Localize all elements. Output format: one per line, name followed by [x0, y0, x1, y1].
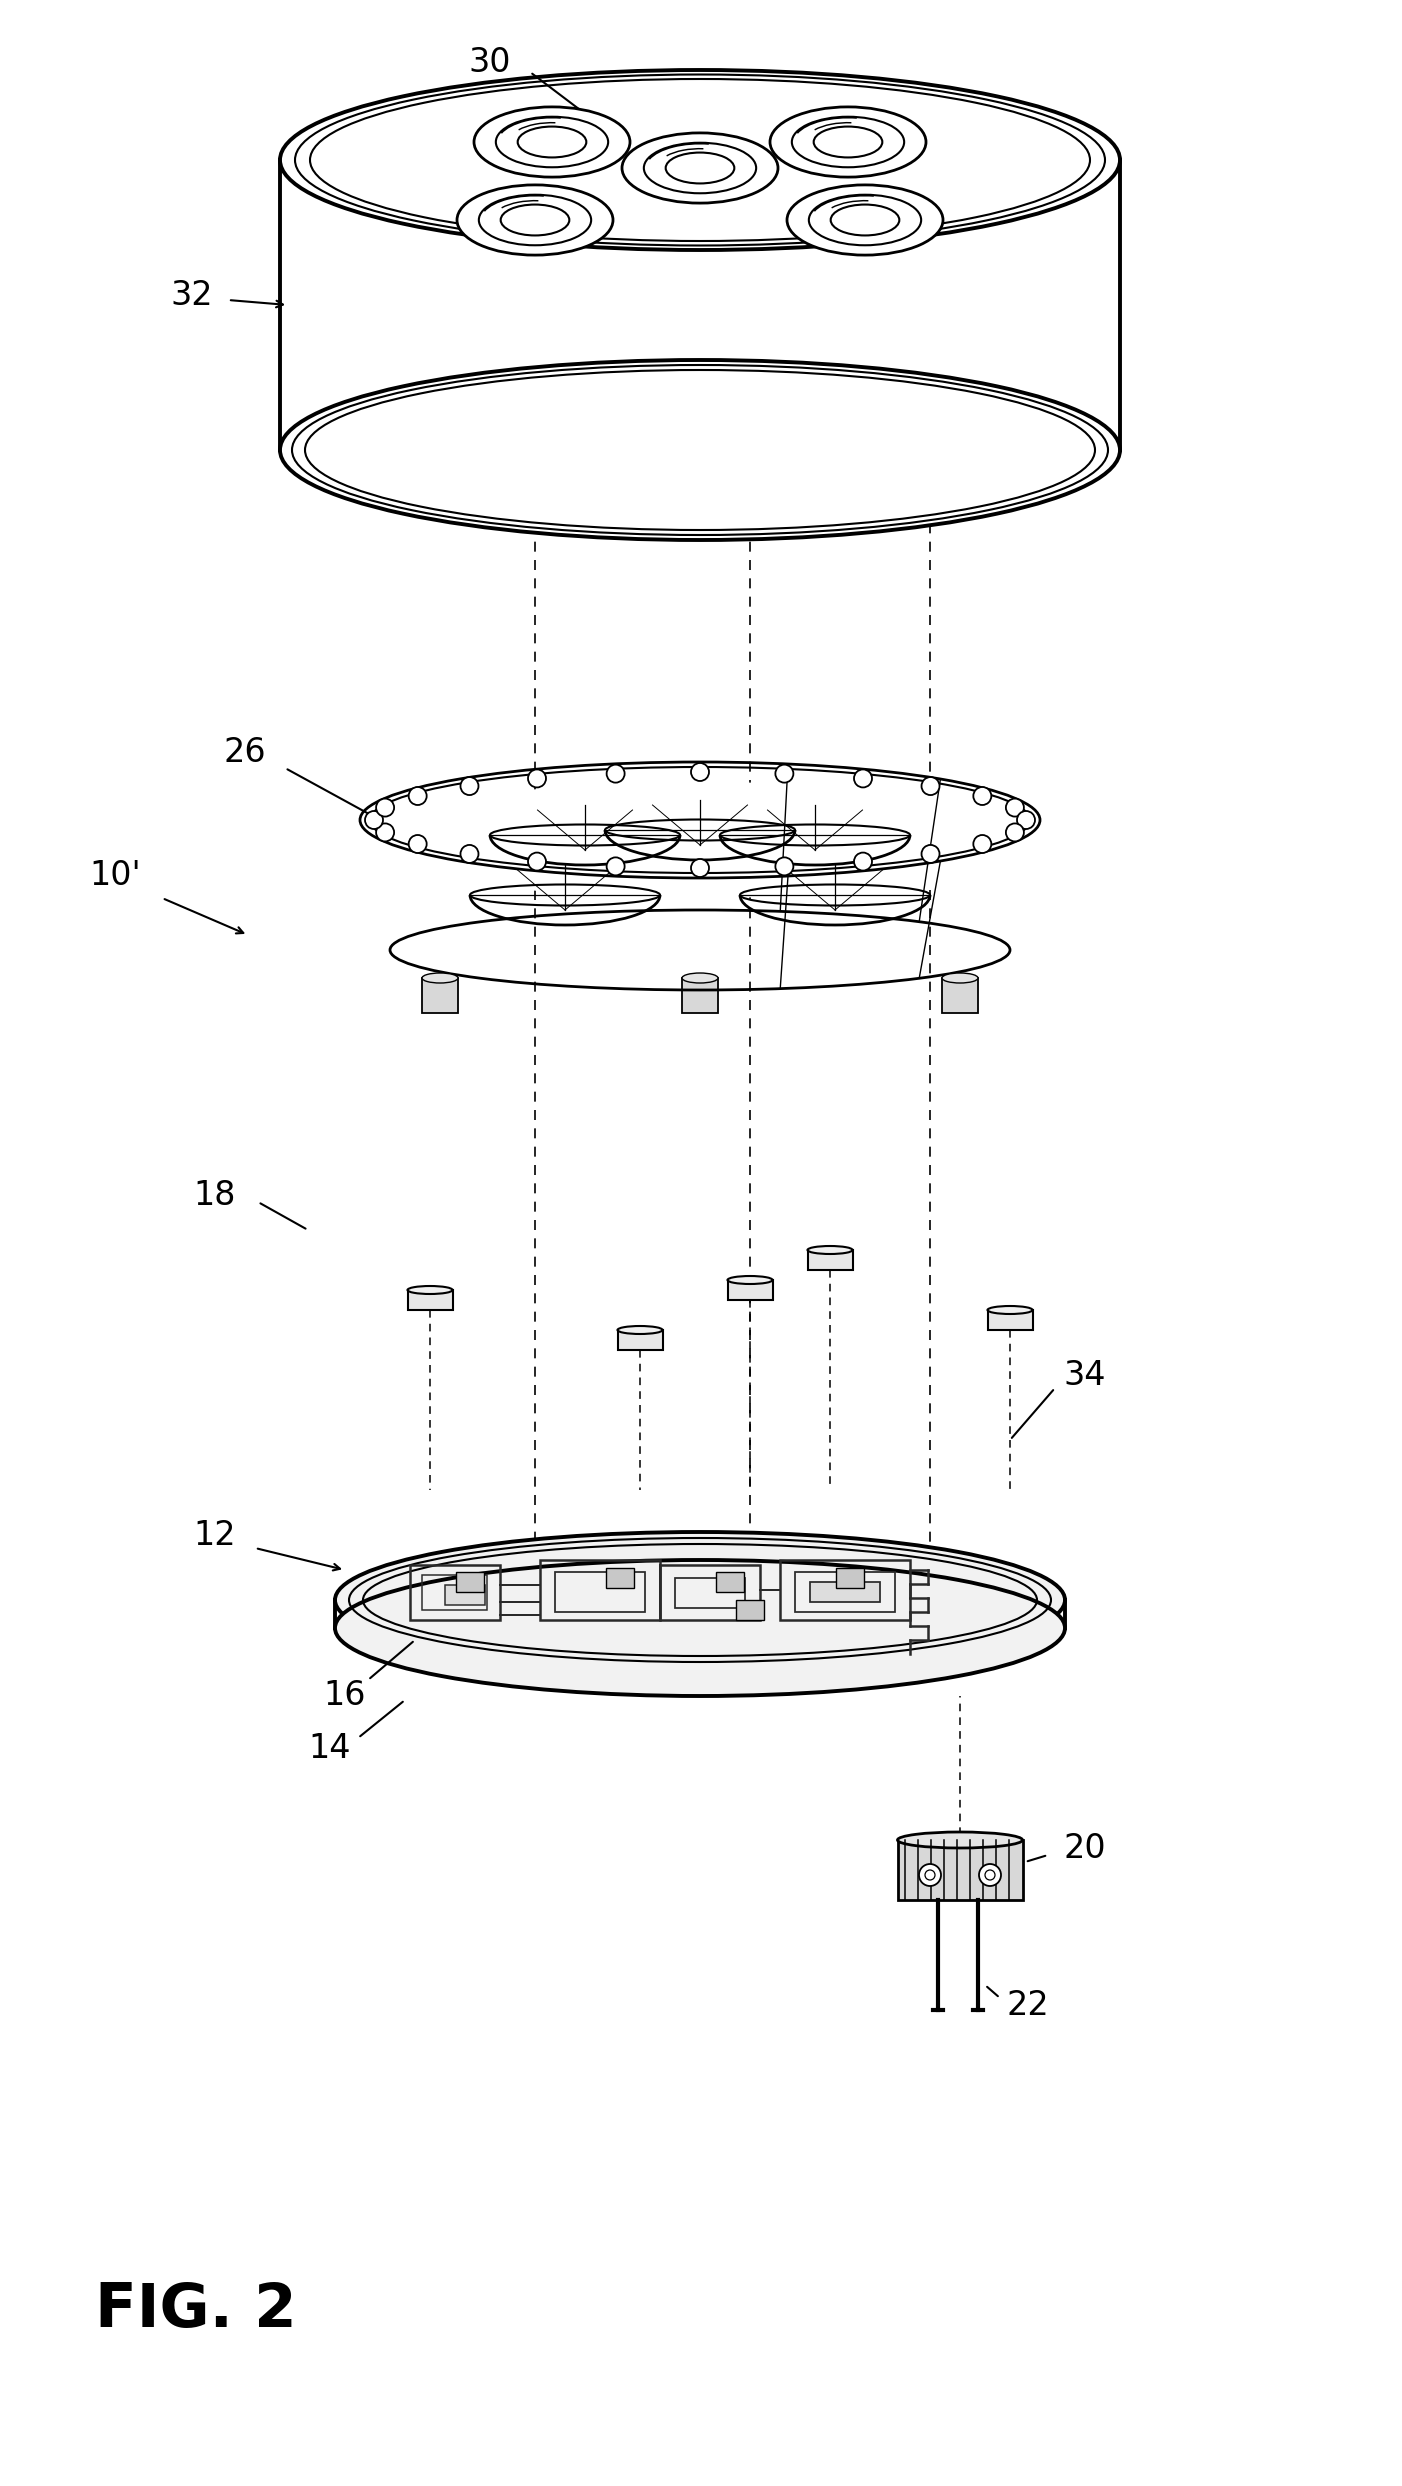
Bar	[681, 977, 718, 1012]
Bar	[736, 1601, 764, 1621]
Circle shape	[1005, 823, 1023, 840]
Text: 32: 32	[171, 278, 213, 311]
Circle shape	[460, 778, 478, 796]
Text: 16: 16	[324, 1678, 366, 1710]
Bar	[808, 1250, 852, 1270]
Bar	[728, 1280, 773, 1300]
Ellipse shape	[681, 972, 718, 982]
Circle shape	[921, 845, 939, 863]
Bar	[422, 977, 458, 1012]
Ellipse shape	[360, 783, 1040, 897]
Bar	[408, 1290, 453, 1310]
Ellipse shape	[422, 972, 458, 982]
Circle shape	[408, 835, 426, 853]
Ellipse shape	[622, 132, 778, 204]
Text: 18: 18	[193, 1178, 236, 1211]
Bar	[618, 1330, 663, 1350]
Bar	[540, 1561, 660, 1621]
Circle shape	[691, 763, 709, 781]
Circle shape	[1016, 810, 1035, 828]
Circle shape	[973, 835, 991, 853]
Circle shape	[460, 845, 478, 863]
Circle shape	[775, 766, 794, 783]
Bar	[988, 1310, 1033, 1330]
Circle shape	[607, 766, 625, 783]
Ellipse shape	[408, 1285, 453, 1295]
Circle shape	[979, 1864, 1001, 1887]
Circle shape	[1005, 798, 1023, 815]
Bar	[409, 1566, 501, 1621]
Text: 14: 14	[308, 1733, 352, 1765]
Bar	[899, 1840, 1023, 1899]
Circle shape	[529, 853, 545, 870]
Circle shape	[854, 771, 872, 788]
Ellipse shape	[897, 1832, 1022, 1847]
Bar	[942, 977, 979, 1012]
Bar	[810, 1581, 880, 1601]
Ellipse shape	[808, 1245, 852, 1253]
Bar	[836, 1569, 864, 1589]
Ellipse shape	[280, 70, 1120, 251]
Bar	[555, 1571, 645, 1611]
Bar	[444, 1586, 485, 1606]
Text: 26: 26	[224, 736, 266, 768]
Circle shape	[376, 798, 394, 815]
Circle shape	[691, 860, 709, 878]
Circle shape	[365, 810, 383, 828]
Circle shape	[529, 771, 545, 788]
Bar	[780, 1561, 910, 1621]
Ellipse shape	[770, 107, 925, 177]
Circle shape	[775, 858, 794, 875]
Ellipse shape	[280, 360, 1120, 539]
Bar	[660, 1566, 760, 1621]
Bar	[606, 1569, 634, 1589]
Ellipse shape	[728, 1275, 773, 1283]
Circle shape	[973, 788, 991, 805]
Circle shape	[408, 788, 426, 805]
Ellipse shape	[942, 972, 979, 982]
Text: 20: 20	[1064, 1832, 1106, 1864]
Circle shape	[376, 823, 394, 840]
Ellipse shape	[987, 1305, 1032, 1315]
Text: FIG. 2: FIG. 2	[95, 2280, 297, 2339]
FancyBboxPatch shape	[280, 159, 1120, 450]
Ellipse shape	[787, 184, 944, 256]
Bar	[422, 1576, 486, 1611]
Ellipse shape	[474, 107, 629, 177]
Ellipse shape	[335, 1561, 1066, 1695]
Circle shape	[607, 858, 625, 875]
Bar	[795, 1571, 894, 1611]
Ellipse shape	[335, 1531, 1066, 1668]
Text: 30: 30	[468, 45, 512, 80]
Circle shape	[921, 778, 939, 796]
Circle shape	[918, 1864, 941, 1887]
Ellipse shape	[617, 1325, 663, 1335]
Text: 10': 10'	[90, 858, 140, 892]
Circle shape	[854, 853, 872, 870]
Bar	[456, 1571, 484, 1591]
Bar	[716, 1571, 744, 1591]
Ellipse shape	[457, 184, 613, 256]
Text: 12: 12	[193, 1519, 237, 1551]
Bar	[674, 1579, 744, 1608]
Text: 34: 34	[1064, 1357, 1106, 1392]
Text: 22: 22	[1007, 1989, 1049, 2021]
